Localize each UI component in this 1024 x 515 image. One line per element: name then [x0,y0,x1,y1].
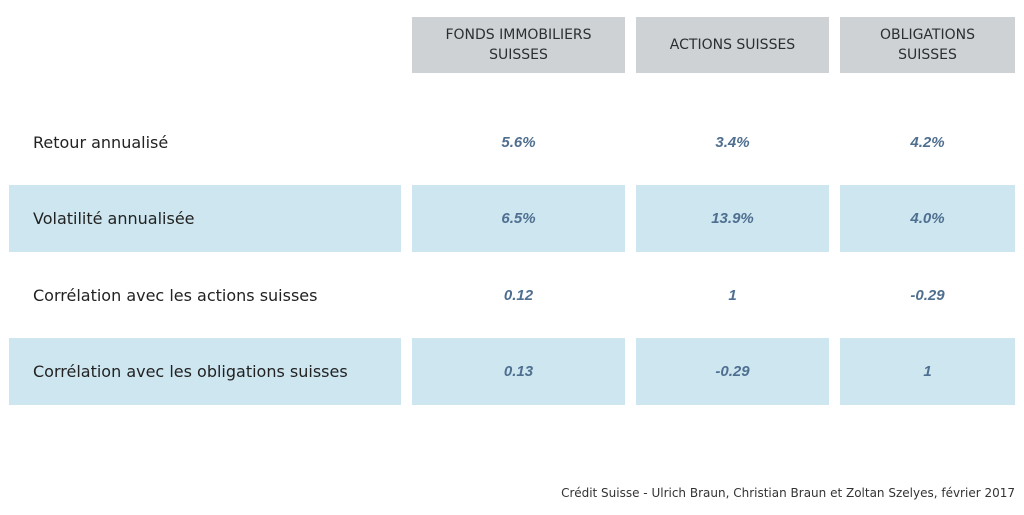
row-label: Corrélation avec les obligations suisses [9,338,401,405]
cell-value: 5.6% [501,133,536,151]
cell-value: 3.4% [715,133,750,151]
cell-value: 6.5% [412,185,625,252]
credit: Crédit Suisse - Ulrich Braun, Christian … [561,486,1015,500]
cell-value: -0.29 [636,338,829,405]
row-label: Corrélation avec les actions suisses [33,285,318,305]
cell-value: 1 [840,338,1015,405]
column-header: FONDS IMMOBILIERS SUISSES [412,17,625,73]
cell-value: -0.29 [910,286,945,304]
cell-value: 0.12 [503,286,534,304]
cell-value: 13.9% [636,185,829,252]
column-header: ACTIONS SUISSES [636,17,829,73]
cell-value: 4.2% [910,133,945,151]
cell-value: 0.13 [412,338,625,405]
row-label: Volatilité annualisée [9,185,401,252]
cell-value: 4.0% [840,185,1015,252]
cell-value: 1 [728,286,737,304]
row-label: Retour annualisé [33,132,169,152]
column-header: OBLIGATIONS SUISSES [840,17,1015,73]
